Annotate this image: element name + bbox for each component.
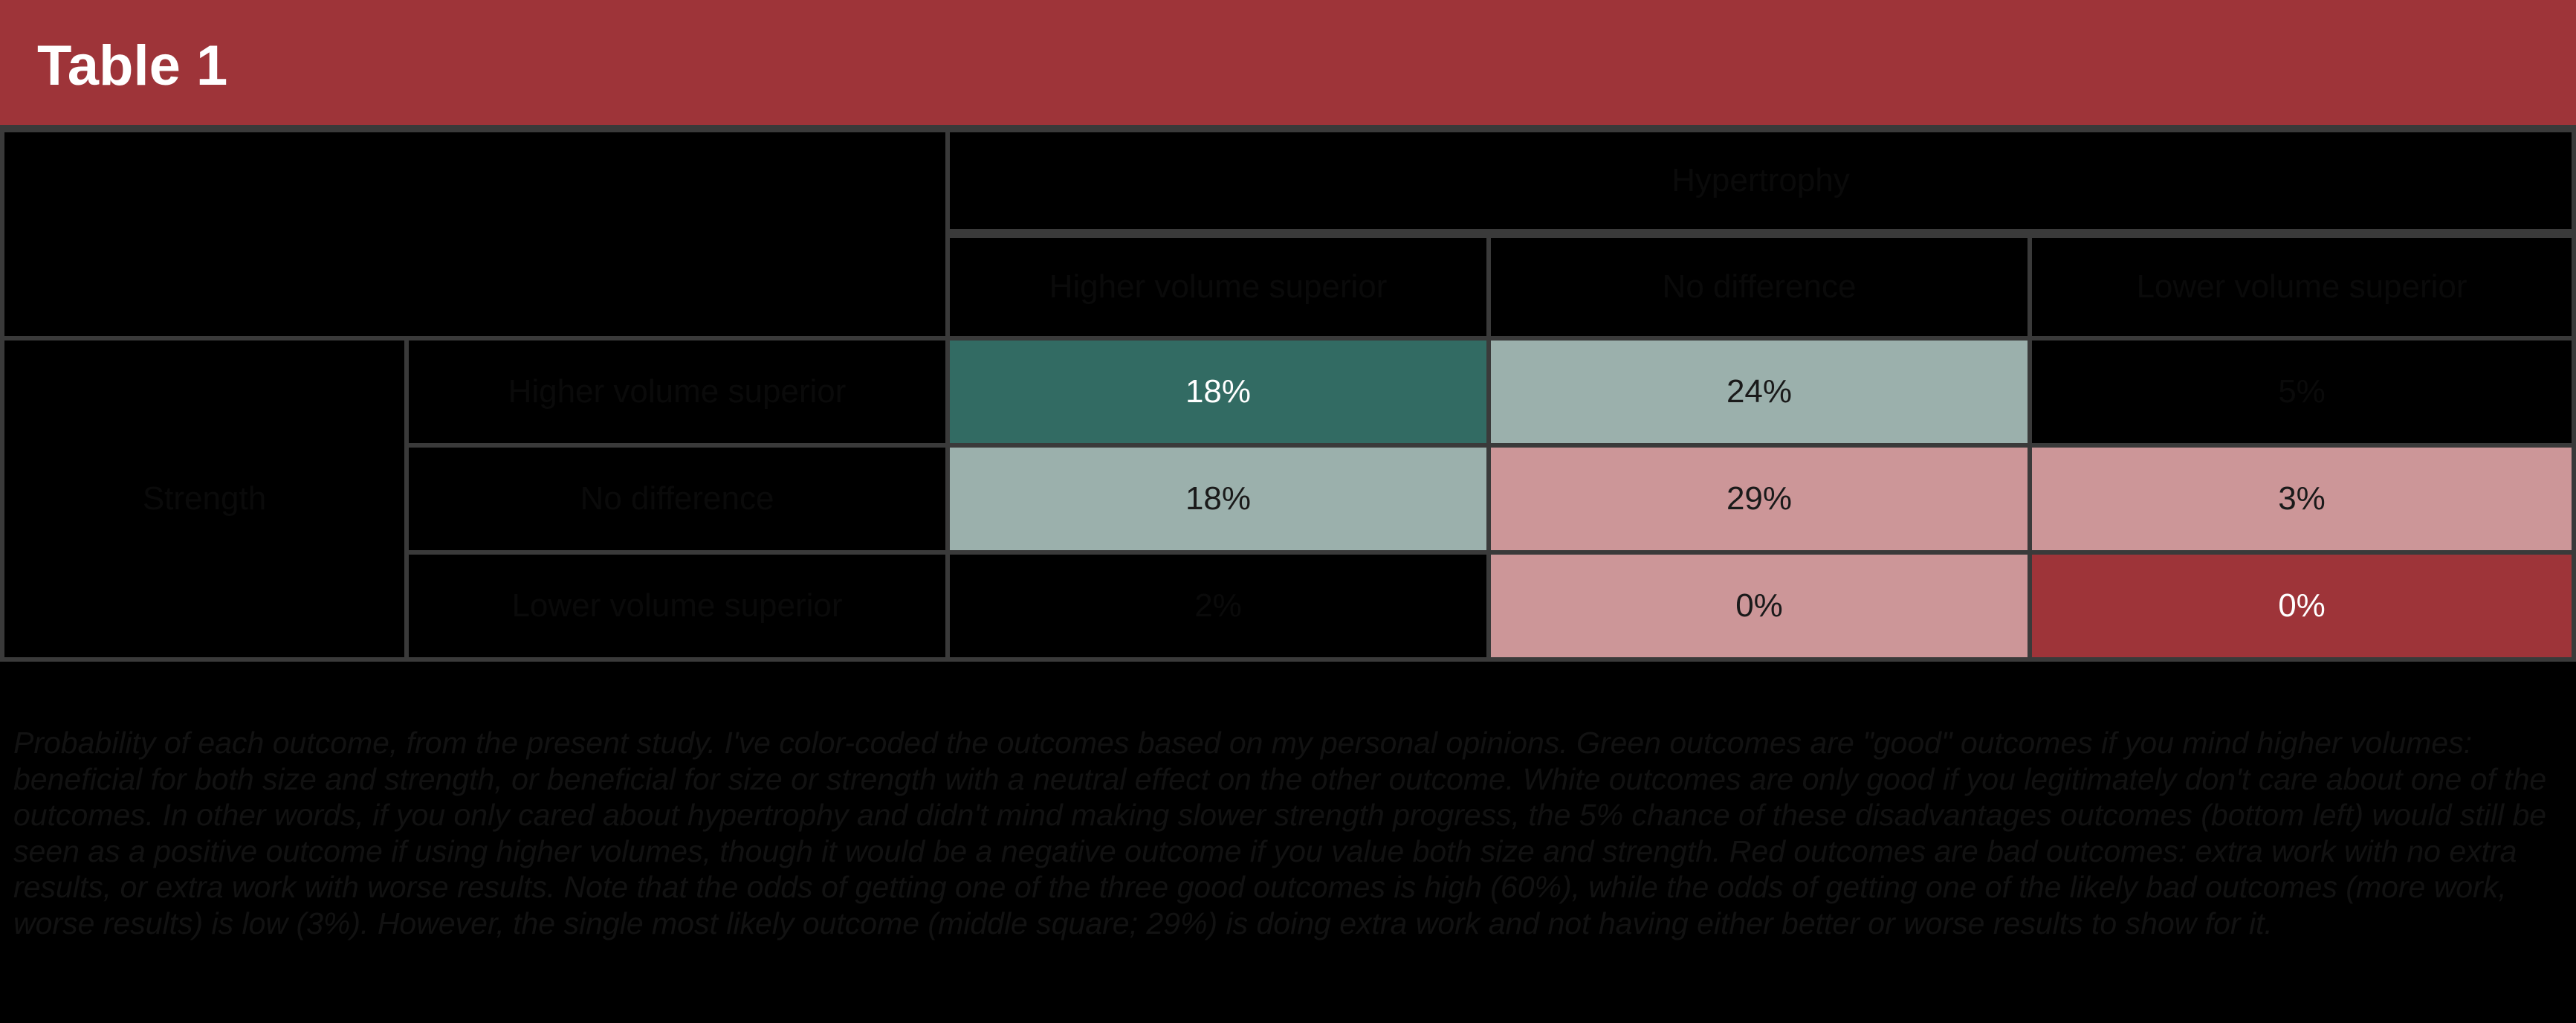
cell-r2-c1: 18% [945,443,1491,555]
row-header-no-difference: No difference [404,443,950,555]
cell-r3-c1: 2% [945,550,1491,662]
table-title-banner: Table 1 [0,0,2576,128]
cell-r3-c2: 0% [1486,550,2032,662]
column-header-no-difference: No difference [1486,233,2032,341]
table-title: Table 1 [37,34,228,97]
row-group-header: Strength [0,336,409,662]
row-header-higher-volume: Higher volume superior [404,336,950,448]
table-caption: Probability of each outcome, from the pr… [13,726,2547,940]
table-corner [0,128,950,341]
cell-r2-c2: 29% [1486,443,2032,555]
row-header-lower-volume: Lower volume superior [404,550,950,662]
cell-r1-c3: 5% [2028,336,2576,448]
cell-r1-c2: 24% [1486,336,2032,448]
cell-r1-c1: 18% [945,336,1491,448]
column-group-header: Hypertrophy [945,128,2576,233]
column-header-lower-volume: Lower volume superior [2028,233,2576,341]
cell-r2-c3: 3% [2028,443,2576,555]
column-header-higher-volume: Higher volume superior [945,233,1491,341]
cell-r3-c3: 0% [2028,550,2576,662]
